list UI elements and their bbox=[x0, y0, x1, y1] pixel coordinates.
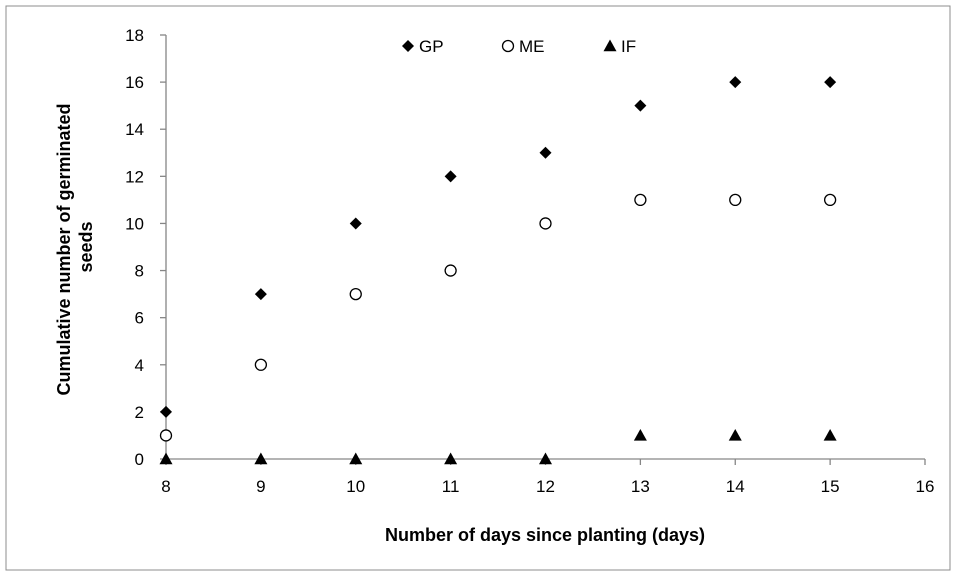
data-point-me bbox=[729, 193, 742, 207]
y-tick-label: 14 bbox=[125, 120, 144, 139]
series-gp bbox=[160, 76, 837, 418]
data-point-if bbox=[444, 452, 458, 465]
data-point-me bbox=[349, 287, 362, 301]
data-point-gp bbox=[729, 76, 742, 89]
y-tick-label: 16 bbox=[125, 73, 144, 92]
data-marks bbox=[159, 76, 837, 465]
y-tick-label: 6 bbox=[135, 309, 144, 328]
x-tick-label: 12 bbox=[536, 477, 555, 496]
legend-label-me: ME bbox=[519, 37, 545, 56]
data-point-gp bbox=[160, 405, 172, 418]
data-point-gp bbox=[254, 288, 267, 301]
y-axis-title-line-1: Cumulative number of germinated bbox=[54, 103, 74, 395]
x-tick-label: 10 bbox=[346, 477, 365, 496]
data-point-if bbox=[159, 452, 173, 465]
y-axis-title-line-2: seeds bbox=[76, 221, 96, 272]
data-point-if bbox=[349, 452, 363, 465]
y-tick-label: 4 bbox=[135, 356, 144, 375]
legend-marker-if bbox=[603, 39, 617, 52]
series-if bbox=[159, 428, 837, 465]
y-tick-label: 18 bbox=[125, 26, 144, 45]
data-point-gp bbox=[539, 146, 552, 159]
y-tick-label: 8 bbox=[135, 262, 144, 281]
data-point-me bbox=[254, 358, 268, 371]
data-point-gp bbox=[634, 99, 647, 112]
data-point-gp bbox=[824, 76, 837, 89]
x-tick-label: 11 bbox=[442, 477, 460, 496]
x-tick-label: 9 bbox=[256, 477, 265, 496]
data-point-me bbox=[823, 193, 837, 207]
legend-label-gp: GP bbox=[419, 37, 444, 56]
legend: GP ME IF bbox=[402, 37, 636, 56]
y-tick-label: 2 bbox=[135, 403, 144, 422]
legend-label-if: IF bbox=[621, 37, 636, 56]
data-point-gp bbox=[444, 170, 457, 183]
x-tick-label: 8 bbox=[161, 477, 170, 496]
y-tick-label: 12 bbox=[125, 167, 144, 186]
data-point-if bbox=[823, 428, 837, 441]
legend-marker-me bbox=[501, 39, 515, 53]
data-point-me bbox=[539, 217, 552, 230]
data-point-if bbox=[539, 452, 552, 465]
data-point-me bbox=[159, 429, 173, 442]
series-me bbox=[159, 193, 837, 442]
legend-marker-gp bbox=[402, 40, 414, 52]
data-point-me bbox=[444, 264, 457, 277]
y-axis-title: Cumulative number of germinated seeds bbox=[54, 98, 96, 395]
data-point-gp bbox=[349, 217, 362, 230]
y-tick-label: 10 bbox=[125, 214, 144, 233]
y-tick-label: 0 bbox=[135, 450, 144, 469]
data-point-if bbox=[728, 428, 742, 441]
chart-border bbox=[5, 5, 951, 571]
x-axis-title: Number of days since planting (days) bbox=[385, 525, 705, 545]
x-tick-label: 16 bbox=[916, 477, 935, 496]
x-tick-label: 14 bbox=[726, 477, 745, 496]
data-point-me bbox=[634, 193, 647, 207]
x-tick-label: 13 bbox=[631, 477, 650, 496]
data-point-if bbox=[633, 428, 647, 441]
data-point-if bbox=[254, 452, 268, 465]
x-tick-label: 15 bbox=[821, 477, 840, 496]
